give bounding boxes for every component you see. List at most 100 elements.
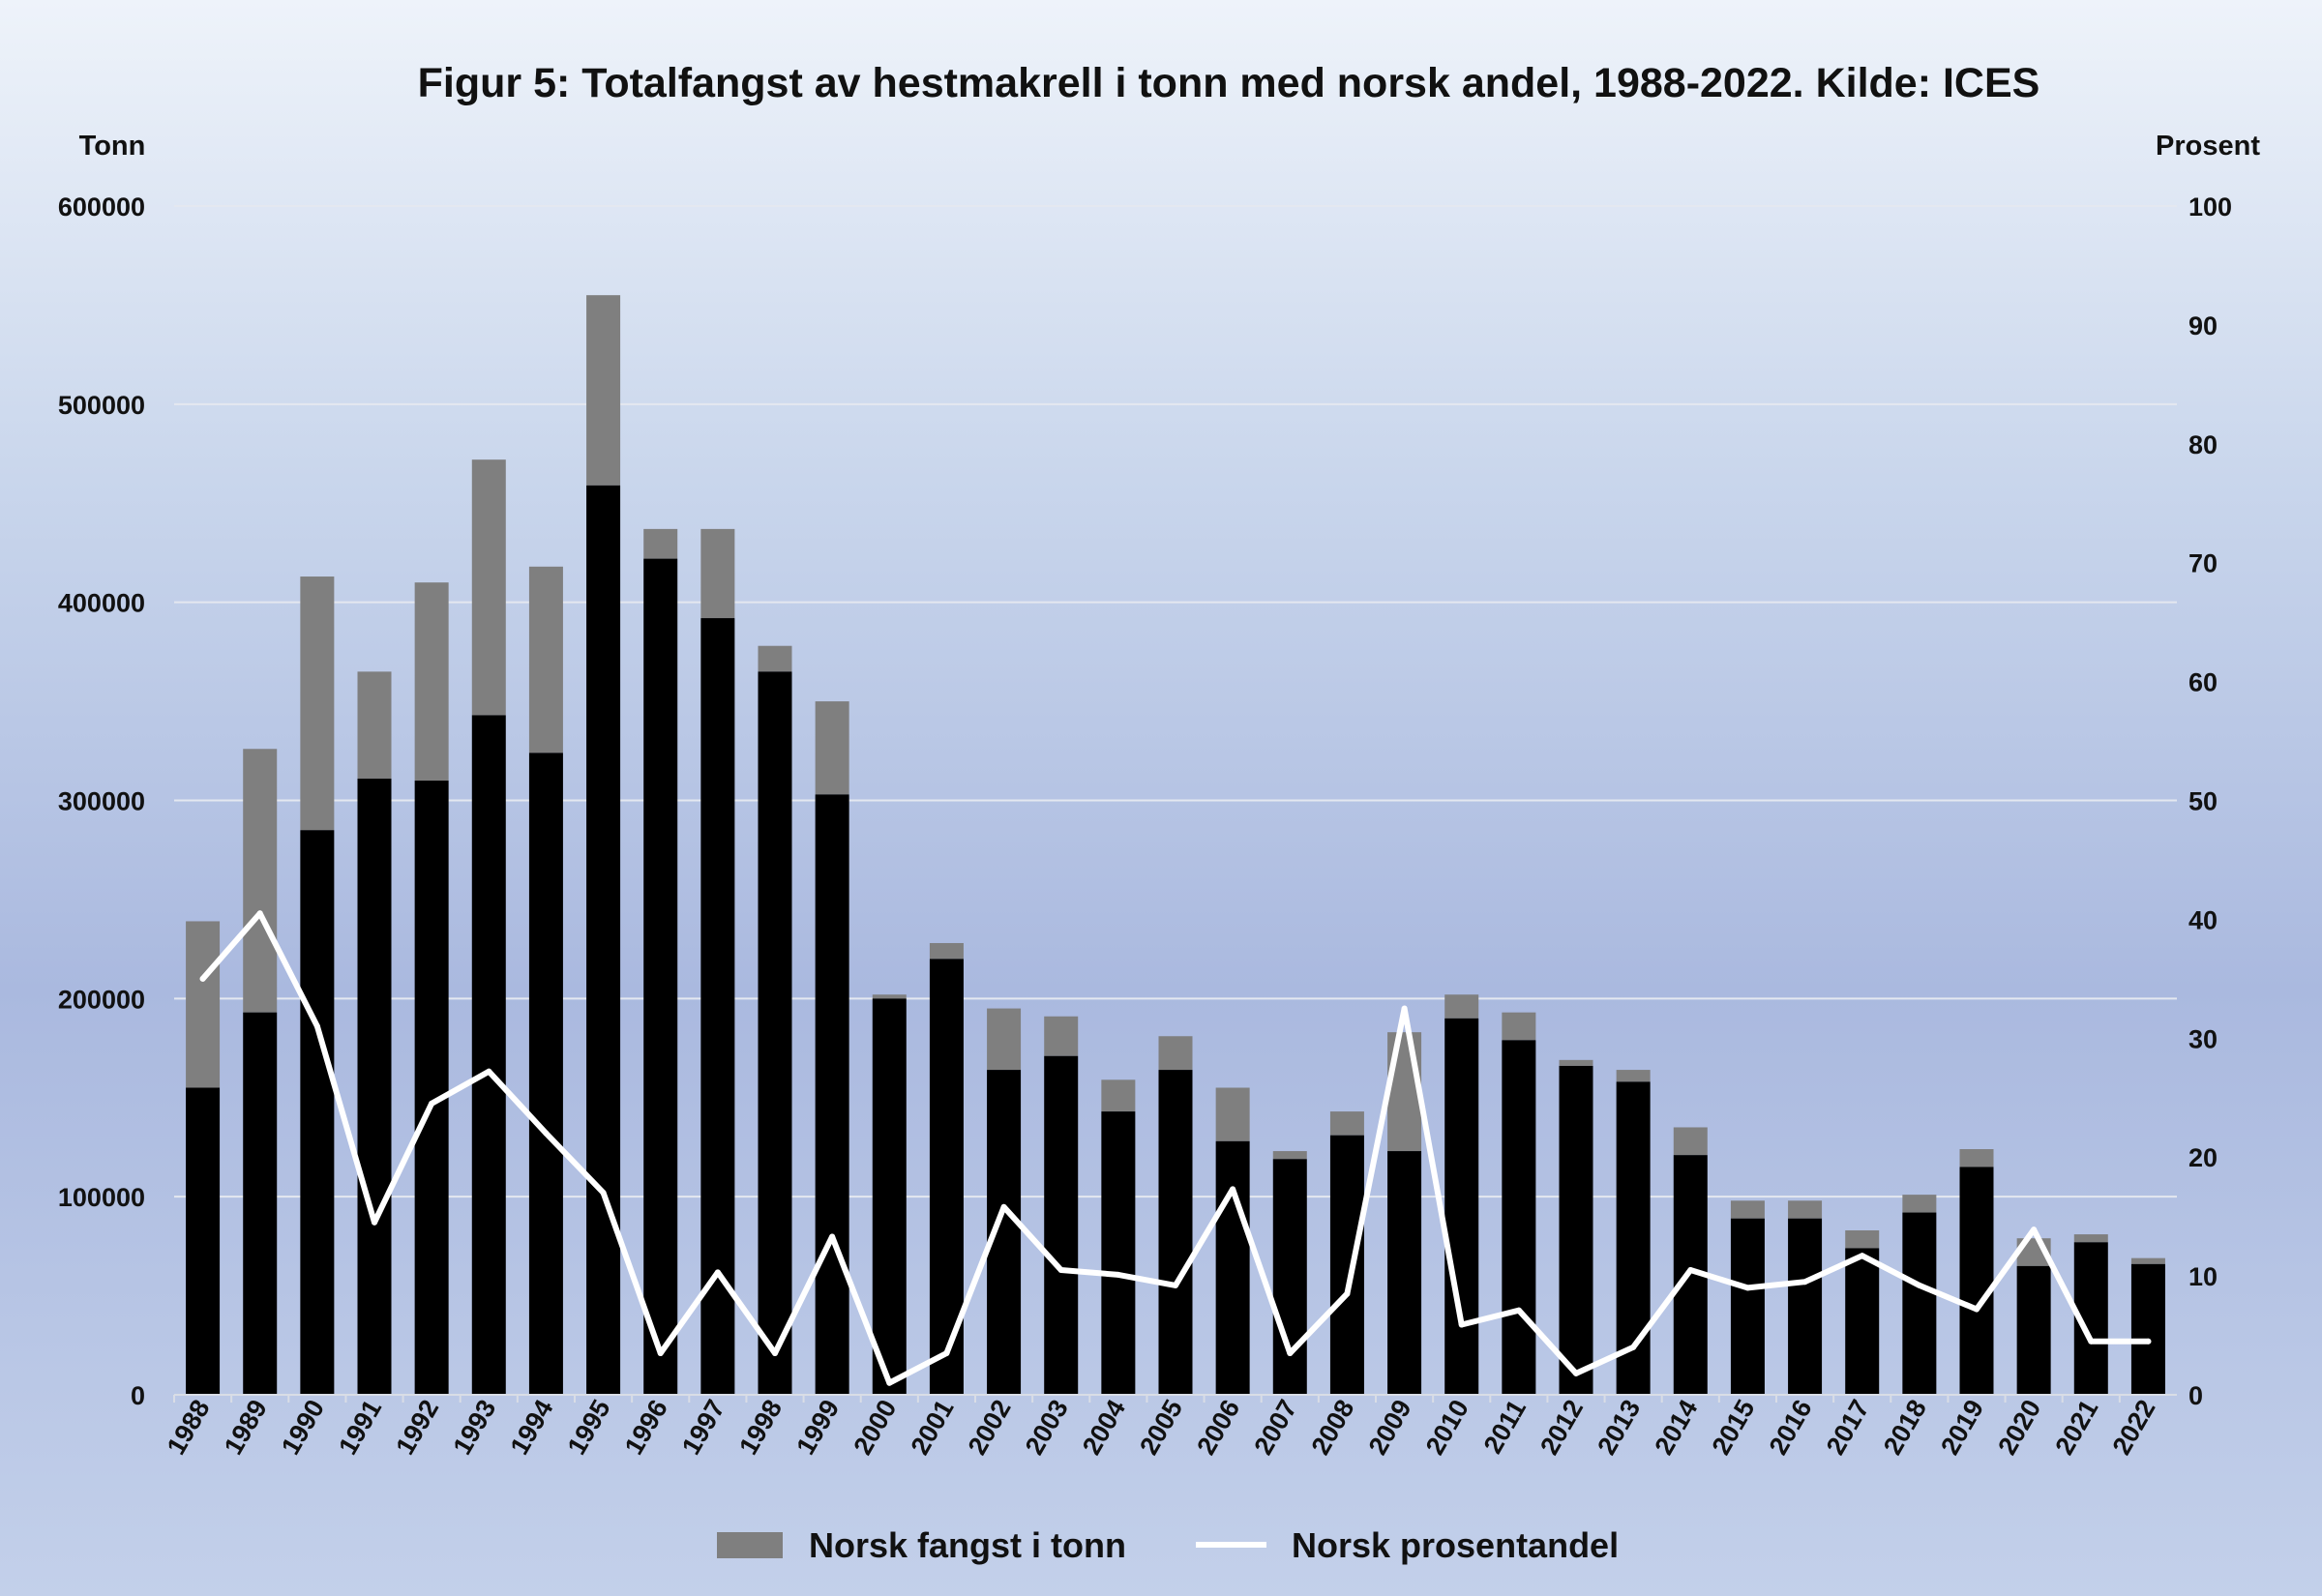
x-tick-label: 2021 bbox=[2049, 1395, 2103, 1460]
bar-series bbox=[186, 295, 2165, 1395]
line-point bbox=[1573, 1370, 1579, 1376]
bar-norsk-fangst bbox=[929, 942, 964, 960]
line-point bbox=[1344, 1290, 1351, 1297]
bar-norsk-fangst bbox=[1845, 1229, 1880, 1249]
bar-base bbox=[758, 671, 792, 1395]
y-left-tick-label: 200000 bbox=[58, 985, 145, 1014]
bar-norsk-fangst bbox=[300, 576, 335, 831]
line-point bbox=[886, 1379, 893, 1386]
line-point bbox=[1287, 1349, 1294, 1356]
line-point bbox=[1916, 1282, 1922, 1288]
x-tick-label: 2000 bbox=[848, 1395, 902, 1460]
bar-base bbox=[1502, 1040, 1536, 1395]
bar-norsk-fangst bbox=[243, 749, 278, 1013]
line-point bbox=[2088, 1338, 2095, 1345]
bar-norsk-fangst bbox=[2073, 1234, 2108, 1243]
bar-base bbox=[700, 618, 735, 1395]
y-right-tick-label: 50 bbox=[2188, 787, 2218, 816]
bar-norsk-fangst bbox=[1215, 1087, 1250, 1141]
bar-base bbox=[1101, 1111, 1136, 1395]
bar-base bbox=[1215, 1140, 1250, 1395]
legend-swatch-norsk-fangst bbox=[717, 1532, 783, 1558]
line-point bbox=[1801, 1279, 1808, 1286]
bar-norsk-fangst bbox=[872, 994, 907, 999]
y-right-tick-label: 60 bbox=[2188, 668, 2218, 697]
bar-base bbox=[872, 998, 907, 1395]
line-point bbox=[657, 1349, 664, 1356]
y-right-tick-label: 40 bbox=[2188, 905, 2218, 934]
x-tick-label: 2005 bbox=[1134, 1395, 1188, 1460]
line-point bbox=[2145, 1338, 2152, 1345]
bar-norsk-fangst bbox=[643, 528, 678, 559]
y-left-tick-label: 300000 bbox=[58, 787, 145, 816]
line-point bbox=[772, 1349, 778, 1356]
x-tick-label: 1998 bbox=[733, 1395, 788, 1460]
bar-base bbox=[1272, 1159, 1307, 1395]
x-tick-label: 2004 bbox=[1077, 1395, 1131, 1460]
bar-norsk-fangst bbox=[1673, 1127, 1708, 1156]
bar-norsk-fangst bbox=[700, 528, 735, 619]
x-tick-label: 2014 bbox=[1649, 1395, 1703, 1460]
bar-norsk-fangst bbox=[1387, 1032, 1422, 1152]
bar-norsk-fangst bbox=[1158, 1036, 1193, 1071]
line-point bbox=[372, 1219, 377, 1226]
y-left-tick-label: 0 bbox=[131, 1381, 145, 1410]
y-right-tick-label: 20 bbox=[2188, 1143, 2218, 1172]
bar-norsk-fangst bbox=[186, 921, 221, 1088]
y-left-tick-label: 600000 bbox=[58, 192, 145, 222]
bar-base bbox=[1158, 1070, 1193, 1395]
x-tick-label: 2009 bbox=[1363, 1395, 1417, 1460]
bar-base bbox=[1902, 1212, 1937, 1395]
bar-base bbox=[1387, 1151, 1422, 1395]
x-tick-label: 2019 bbox=[1935, 1395, 1989, 1460]
y-left-tick-label: 100000 bbox=[58, 1183, 145, 1212]
bar-norsk-fangst bbox=[357, 671, 392, 779]
x-tick-label: 1990 bbox=[276, 1395, 330, 1460]
x-tick-label: 1996 bbox=[619, 1395, 673, 1460]
line-point bbox=[1173, 1282, 1178, 1288]
y-left-tick-label: 500000 bbox=[58, 391, 145, 420]
x-tick-label: 2013 bbox=[1592, 1395, 1646, 1460]
x-tick-label: 2017 bbox=[1821, 1395, 1875, 1460]
line-point bbox=[429, 1100, 435, 1107]
bar-base bbox=[1559, 1065, 1593, 1395]
x-tick-label: 1988 bbox=[162, 1395, 216, 1460]
x-tick-label: 2012 bbox=[1534, 1395, 1589, 1460]
y-right-tick-label: 30 bbox=[2188, 1024, 2218, 1053]
line-point bbox=[1057, 1266, 1064, 1273]
bar-base bbox=[1329, 1135, 1364, 1395]
bar-base bbox=[528, 753, 563, 1395]
bar-norsk-fangst bbox=[1730, 1200, 1765, 1219]
line-point bbox=[600, 1190, 607, 1197]
x-tick-label: 1997 bbox=[676, 1395, 730, 1460]
bar-base bbox=[1730, 1218, 1765, 1395]
right-axis-unit-label: Prosent bbox=[2156, 131, 2260, 162]
bar-base bbox=[186, 1087, 221, 1395]
bar-base bbox=[1845, 1248, 1880, 1395]
bar-norsk-fangst bbox=[987, 1008, 1022, 1071]
line-point bbox=[1230, 1186, 1236, 1193]
x-tick-label: 2020 bbox=[1992, 1395, 2046, 1460]
line-point bbox=[2031, 1227, 2038, 1233]
left-axis-unit-label: Tonn bbox=[79, 131, 146, 162]
line-point bbox=[313, 1023, 320, 1030]
bar-norsk-fangst bbox=[1559, 1059, 1593, 1066]
bar-base bbox=[357, 778, 392, 1395]
bar-base bbox=[1959, 1167, 1994, 1395]
line-point bbox=[829, 1233, 836, 1240]
bar-base bbox=[1788, 1218, 1823, 1395]
bar-base bbox=[300, 830, 335, 1395]
bar-base bbox=[1044, 1055, 1079, 1395]
bar-base bbox=[2016, 1265, 2051, 1395]
x-tick-label: 1994 bbox=[505, 1395, 559, 1460]
line-point bbox=[543, 1130, 550, 1137]
bar-norsk-fangst bbox=[2130, 1257, 2165, 1264]
line-point bbox=[1974, 1306, 1980, 1313]
line-point bbox=[1744, 1285, 1751, 1291]
bar-norsk-fangst bbox=[1788, 1200, 1823, 1219]
x-tick-label: 2002 bbox=[963, 1395, 1017, 1460]
bar-norsk-fangst bbox=[1902, 1195, 1937, 1213]
bar-base bbox=[586, 485, 621, 1395]
legend-label-norsk-prosentandel: Norsk prosentandel bbox=[1292, 1525, 1619, 1565]
